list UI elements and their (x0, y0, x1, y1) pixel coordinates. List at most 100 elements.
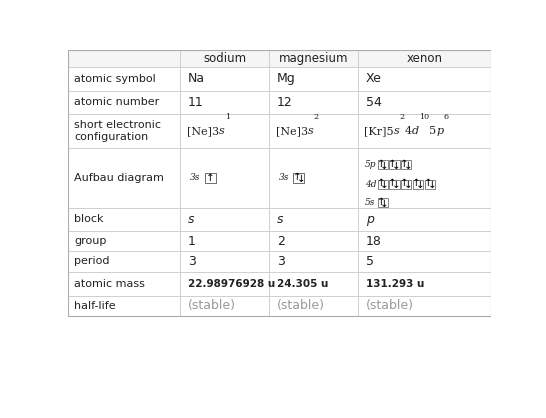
Text: 18: 18 (366, 234, 382, 248)
Text: half-life: half-life (74, 301, 116, 311)
Bar (180, 296, 269, 316)
Text: ↑: ↑ (388, 178, 397, 188)
Text: ↑: ↑ (376, 197, 385, 207)
Text: atomic symbol: atomic symbol (74, 74, 156, 84)
Text: ↑: ↑ (400, 159, 409, 169)
Text: ↑: ↑ (400, 178, 409, 188)
Bar (389, 180, 400, 189)
Bar (425, 180, 435, 189)
Text: (stable): (stable) (188, 299, 236, 312)
Text: s: s (277, 213, 283, 226)
Bar (358, 67, 491, 91)
Bar (293, 173, 304, 183)
Text: p: p (436, 126, 443, 136)
Bar (180, 208, 269, 231)
Bar (68, 148, 180, 208)
Bar (401, 160, 412, 169)
Text: period: period (74, 257, 110, 266)
Text: ↓: ↓ (416, 181, 424, 190)
Bar (269, 296, 358, 316)
Text: ↑: ↑ (293, 172, 301, 181)
Bar (269, 251, 358, 272)
Bar (358, 91, 491, 114)
Bar (180, 231, 269, 251)
Text: ↓: ↓ (296, 174, 305, 184)
Text: Na: Na (188, 72, 205, 85)
Text: 5p: 5p (365, 160, 376, 169)
Bar (269, 231, 358, 251)
Text: 2: 2 (277, 234, 284, 248)
Bar (68, 50, 491, 316)
Bar (68, 231, 180, 251)
Bar (378, 180, 388, 189)
Bar (68, 50, 180, 67)
Bar (180, 114, 269, 148)
Bar (401, 180, 412, 189)
Bar (378, 160, 388, 169)
Text: ↑: ↑ (388, 159, 397, 169)
Text: [Kr]5: [Kr]5 (365, 126, 394, 136)
Text: s: s (394, 126, 400, 136)
Text: 5: 5 (429, 126, 436, 136)
Bar (180, 148, 269, 208)
Text: short electronic
configuration: short electronic configuration (74, 120, 161, 142)
Text: 2: 2 (313, 113, 319, 121)
Text: 131.293 u: 131.293 u (366, 279, 424, 289)
Bar (358, 272, 491, 296)
Text: 11: 11 (188, 96, 204, 109)
Text: 12: 12 (277, 96, 293, 109)
Bar (358, 231, 491, 251)
Text: 5s: 5s (365, 199, 375, 207)
Bar (413, 180, 423, 189)
Bar (68, 208, 180, 231)
Bar (269, 208, 358, 231)
Bar (68, 67, 180, 91)
Text: ↑: ↑ (412, 178, 421, 188)
Text: [Ne]3: [Ne]3 (187, 126, 219, 136)
Bar (180, 272, 269, 296)
Text: ↓: ↓ (404, 161, 413, 171)
Bar (180, 91, 269, 114)
Bar (358, 208, 491, 231)
Text: atomic mass: atomic mass (74, 279, 145, 289)
Text: xenon: xenon (407, 52, 443, 65)
Text: 6: 6 (443, 113, 449, 121)
Text: 5: 5 (366, 255, 373, 268)
Text: atomic number: atomic number (74, 97, 159, 107)
Text: ↓: ↓ (380, 161, 389, 171)
Bar (269, 91, 358, 114)
Text: ↓: ↓ (392, 181, 401, 190)
Bar (68, 251, 180, 272)
Text: 4d: 4d (365, 180, 376, 189)
Text: 54: 54 (366, 96, 382, 109)
Text: s: s (219, 126, 224, 136)
Bar (269, 114, 358, 148)
Bar (180, 50, 269, 67)
Text: Mg: Mg (277, 72, 295, 85)
Bar (378, 199, 388, 207)
Text: sodium: sodium (203, 52, 246, 65)
Text: magnesium: magnesium (279, 52, 348, 65)
Text: ↑: ↑ (424, 178, 432, 188)
Text: ↑: ↑ (376, 159, 385, 169)
Bar (389, 160, 400, 169)
Text: 3s: 3s (189, 173, 200, 182)
Bar (358, 251, 491, 272)
Text: 1: 1 (188, 234, 196, 248)
Text: ↑: ↑ (206, 173, 215, 183)
Bar (68, 91, 180, 114)
Text: p: p (366, 213, 373, 226)
Text: ↓: ↓ (380, 181, 389, 190)
Text: 10: 10 (419, 113, 429, 121)
Text: 3s: 3s (278, 173, 289, 182)
Bar (205, 173, 216, 183)
Bar (358, 296, 491, 316)
Text: s: s (188, 213, 194, 226)
Text: 1: 1 (224, 113, 230, 121)
Text: ↓: ↓ (392, 161, 401, 171)
Text: ↓: ↓ (428, 181, 436, 190)
Text: ↑: ↑ (376, 178, 385, 188)
Bar (180, 67, 269, 91)
Bar (68, 114, 180, 148)
Text: 3: 3 (277, 255, 284, 268)
